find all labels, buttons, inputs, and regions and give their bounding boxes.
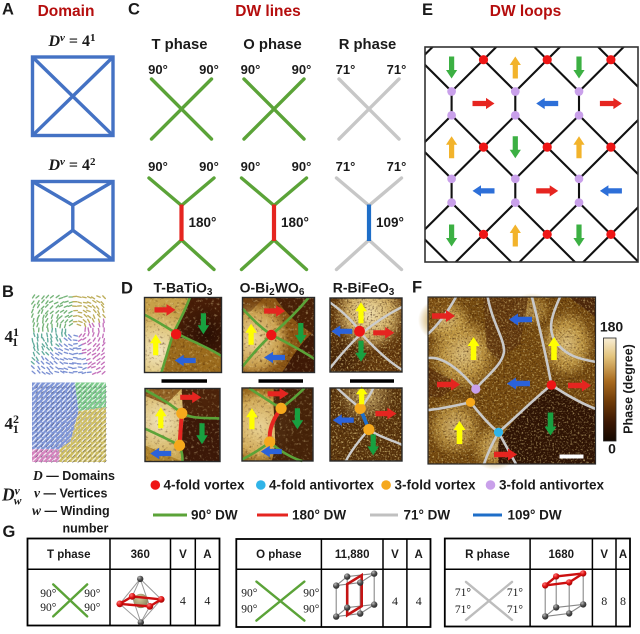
svg-text:8: 8	[620, 594, 626, 608]
svg-text:90°: 90°	[241, 62, 261, 77]
svg-text:O phase: O phase	[243, 37, 301, 53]
svg-text:71°: 71°	[336, 159, 356, 174]
svg-text:Dvw: Dvw	[1, 485, 22, 508]
svg-text:1680: 1680	[548, 549, 574, 561]
svg-text:Dv = 42: Dv = 42	[47, 156, 96, 174]
svg-text:v — Vertices: v — Vertices	[34, 486, 107, 501]
svg-text:71°: 71°	[507, 604, 524, 616]
svg-text:71°: 71°	[455, 604, 472, 616]
svg-text:411: 411	[5, 325, 20, 349]
svg-text:4-fold vortex: 4-fold vortex	[164, 478, 246, 493]
svg-text:180: 180	[600, 319, 624, 335]
svg-text:90°: 90°	[292, 159, 312, 174]
svg-text:71°: 71°	[507, 587, 524, 599]
svg-text:90°: 90°	[40, 588, 57, 600]
svg-text:D: D	[121, 280, 133, 298]
svg-text:8: 8	[601, 594, 607, 608]
svg-text:90°: 90°	[84, 602, 101, 614]
svg-text:4: 4	[392, 594, 398, 608]
svg-text:180°: 180°	[281, 215, 309, 230]
svg-text:Domain: Domain	[38, 3, 95, 20]
svg-text:4-fold antivortex: 4-fold antivortex	[269, 478, 375, 493]
svg-text:109° DW: 109° DW	[508, 508, 562, 523]
svg-text:71°: 71°	[387, 62, 407, 77]
svg-text:number: number	[63, 522, 109, 536]
svg-text:90°: 90°	[241, 588, 258, 600]
svg-text:R phase: R phase	[339, 37, 397, 53]
svg-text:71° DW: 71° DW	[404, 508, 451, 523]
svg-text:90°: 90°	[40, 602, 57, 614]
svg-text:w — Winding: w — Winding	[32, 503, 110, 518]
svg-text:90°: 90°	[241, 604, 258, 616]
svg-text:90°: 90°	[148, 62, 168, 77]
svg-text:B: B	[2, 283, 14, 301]
svg-text:90°: 90°	[292, 62, 312, 77]
svg-text:71°: 71°	[336, 62, 356, 77]
svg-text:4: 4	[204, 593, 210, 607]
svg-text:90°: 90°	[241, 159, 261, 174]
svg-text:90°: 90°	[303, 604, 320, 616]
svg-text:D — Domains: D — Domains	[32, 468, 115, 483]
svg-text:71°: 71°	[387, 159, 407, 174]
svg-text:Dv = 41: Dv = 41	[47, 32, 95, 50]
svg-text:A: A	[203, 549, 211, 561]
svg-text:421: 421	[5, 412, 20, 436]
svg-text:T-BaTiO3: T-BaTiO3	[154, 280, 213, 299]
svg-text:G: G	[3, 523, 16, 541]
svg-text:A: A	[2, 1, 14, 19]
svg-text:90°: 90°	[199, 62, 219, 77]
svg-text:F: F	[412, 279, 422, 297]
svg-text:4: 4	[180, 593, 186, 607]
svg-text:V: V	[600, 549, 608, 561]
svg-text:3-fold antivortex: 3-fold antivortex	[499, 478, 605, 493]
svg-text:V: V	[179, 549, 187, 561]
svg-text:71°: 71°	[455, 587, 472, 599]
svg-text:90° DW: 90° DW	[191, 508, 238, 523]
svg-text:T phase: T phase	[47, 549, 90, 561]
svg-text:A: A	[619, 549, 627, 561]
svg-text:DW loops: DW loops	[490, 3, 561, 20]
svg-text:109°: 109°	[376, 215, 404, 230]
svg-text:T phase: T phase	[152, 37, 208, 53]
svg-text:A: A	[415, 549, 423, 561]
svg-text:Phase (degree): Phase (degree)	[622, 344, 636, 434]
svg-text:90°: 90°	[303, 588, 320, 600]
svg-text:V: V	[391, 549, 399, 561]
svg-text:90°: 90°	[84, 588, 101, 600]
svg-text:180° DW: 180° DW	[292, 508, 346, 523]
svg-text:3-fold vortex: 3-fold vortex	[395, 478, 477, 493]
svg-text:360: 360	[131, 549, 150, 561]
svg-text:R-BiFeO3: R-BiFeO3	[333, 280, 395, 299]
svg-text:DW lines: DW lines	[235, 3, 300, 20]
svg-text:R phase: R phase	[465, 549, 510, 561]
svg-text:0: 0	[608, 441, 616, 457]
svg-text:11,880: 11,880	[335, 549, 370, 561]
svg-text:180°: 180°	[189, 215, 217, 230]
svg-text:90°: 90°	[199, 159, 219, 174]
svg-text:O phase: O phase	[256, 549, 301, 561]
svg-text:4: 4	[416, 594, 422, 608]
svg-text:E: E	[422, 1, 433, 19]
svg-text:C: C	[128, 1, 140, 19]
svg-text:90°: 90°	[148, 159, 168, 174]
